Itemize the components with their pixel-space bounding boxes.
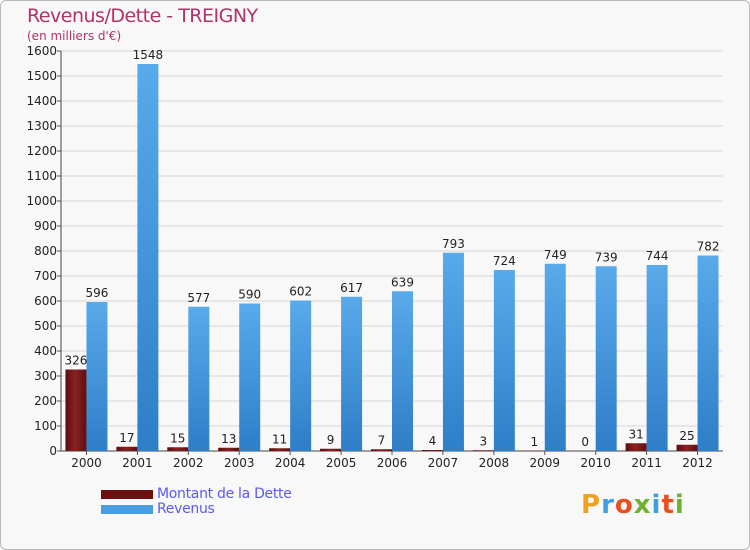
bar-revenue bbox=[595, 266, 617, 451]
data-label-revenue: 590 bbox=[238, 288, 261, 302]
bar-revenue bbox=[290, 300, 312, 451]
logo-letter: o bbox=[614, 490, 634, 520]
data-label-debt: 11 bbox=[272, 432, 287, 446]
x-tick-label: 2011 bbox=[631, 456, 662, 470]
x-tick-label: 2003 bbox=[224, 456, 255, 470]
data-label-debt: 0 bbox=[581, 435, 589, 449]
y-tick-label: 800 bbox=[34, 244, 57, 258]
y-tick-label: 500 bbox=[34, 319, 57, 333]
x-tick-label: 2006 bbox=[377, 456, 408, 470]
data-label-debt: 1 bbox=[530, 435, 538, 449]
bar-debt bbox=[218, 447, 240, 451]
x-tick-label: 2001 bbox=[122, 456, 153, 470]
bar-revenue bbox=[341, 296, 363, 451]
bar-revenue bbox=[86, 302, 108, 451]
y-tick-label: 0 bbox=[49, 444, 57, 458]
y-tick-label: 900 bbox=[34, 219, 57, 233]
bar-revenue bbox=[137, 64, 159, 451]
data-label-revenue: 617 bbox=[340, 281, 363, 295]
x-tick-label: 2009 bbox=[529, 456, 560, 470]
logo-letter: x bbox=[633, 490, 652, 520]
x-tick-label: 2002 bbox=[173, 456, 204, 470]
x-tick-label: 2000 bbox=[71, 456, 102, 470]
bar-debt bbox=[320, 448, 342, 451]
bar-debt bbox=[65, 369, 87, 451]
bar-debt bbox=[269, 448, 291, 451]
y-tick-label: 200 bbox=[34, 394, 57, 408]
bar-debt bbox=[421, 450, 443, 451]
bar-revenue bbox=[493, 270, 515, 451]
logo-letter: P bbox=[581, 490, 602, 520]
legend-swatch-debt bbox=[101, 490, 153, 499]
bar-revenue bbox=[239, 303, 261, 451]
x-tick-label: 2008 bbox=[479, 456, 510, 470]
bar-revenue bbox=[646, 265, 668, 451]
bar-revenue bbox=[188, 306, 210, 451]
bar-revenue bbox=[544, 263, 566, 451]
logo-letter: i bbox=[651, 490, 662, 520]
legend-swatch-revenue bbox=[101, 505, 153, 514]
y-tick-label: 1000 bbox=[26, 194, 57, 208]
data-label-revenue: 744 bbox=[646, 249, 669, 263]
data-label-revenue: 739 bbox=[595, 250, 618, 264]
bar-debt bbox=[625, 443, 647, 451]
bar-debt bbox=[371, 449, 392, 451]
legend-label-debt: Montant de la Dette bbox=[157, 486, 292, 502]
data-label-debt: 4 bbox=[429, 434, 437, 448]
data-label-revenue: 577 bbox=[187, 291, 210, 305]
bar-revenue bbox=[697, 255, 719, 451]
y-tick-label: 1400 bbox=[26, 94, 57, 108]
y-tick-label: 1200 bbox=[26, 144, 57, 158]
logo-letter: t bbox=[661, 490, 675, 520]
x-tick-label: 2004 bbox=[275, 456, 306, 470]
bar-revenue bbox=[442, 252, 464, 451]
legend-label-revenue: Revenus bbox=[157, 501, 215, 517]
data-label-debt: 3 bbox=[480, 434, 488, 448]
bar-revenue bbox=[392, 291, 413, 451]
y-tick-label: 1500 bbox=[26, 69, 57, 83]
proxiti-logo: Proxiti bbox=[581, 490, 685, 520]
data-label-debt: 13 bbox=[221, 432, 236, 446]
y-tick-label: 700 bbox=[34, 269, 57, 283]
logo-letter: r bbox=[601, 490, 615, 520]
data-label-revenue: 724 bbox=[493, 254, 516, 268]
data-label-debt: 7 bbox=[378, 433, 386, 447]
data-label-revenue: 596 bbox=[86, 286, 109, 300]
data-label-revenue: 782 bbox=[697, 240, 720, 254]
y-tick-label: 1100 bbox=[26, 169, 57, 183]
y-tick-label: 400 bbox=[34, 344, 57, 358]
x-tick-label: 2007 bbox=[428, 456, 459, 470]
x-tick-label: 2005 bbox=[326, 456, 357, 470]
chart-title: Revenus/Dette - TREIGNY bbox=[27, 5, 258, 27]
bar-debt bbox=[167, 447, 189, 451]
data-label-debt: 25 bbox=[679, 429, 694, 443]
data-label-revenue: 793 bbox=[442, 237, 465, 251]
data-label-debt: 31 bbox=[628, 427, 643, 441]
y-tick-label: 300 bbox=[34, 369, 57, 383]
bar-debt bbox=[676, 444, 698, 451]
bar-debt bbox=[116, 446, 138, 451]
y-tick-label: 100 bbox=[34, 419, 57, 433]
x-tick-label: 2012 bbox=[682, 456, 713, 470]
y-tick-label: 1300 bbox=[26, 119, 57, 133]
data-label-debt: 15 bbox=[170, 431, 185, 445]
logo-letter: i bbox=[674, 490, 685, 520]
data-label-revenue: 1548 bbox=[133, 48, 164, 62]
data-label-debt: 17 bbox=[119, 431, 134, 445]
bar-debt bbox=[472, 450, 494, 451]
data-label-debt: 9 bbox=[327, 433, 335, 447]
y-tick-label: 1600 bbox=[26, 44, 57, 58]
y-tick-label: 600 bbox=[34, 294, 57, 308]
chart-subtitle: (en milliers d'€) bbox=[27, 29, 122, 43]
data-label-debt: 326 bbox=[65, 354, 88, 368]
x-tick-label: 2010 bbox=[580, 456, 611, 470]
data-label-revenue: 749 bbox=[544, 248, 567, 262]
data-label-revenue: 639 bbox=[391, 275, 414, 289]
data-label-revenue: 602 bbox=[289, 285, 312, 299]
